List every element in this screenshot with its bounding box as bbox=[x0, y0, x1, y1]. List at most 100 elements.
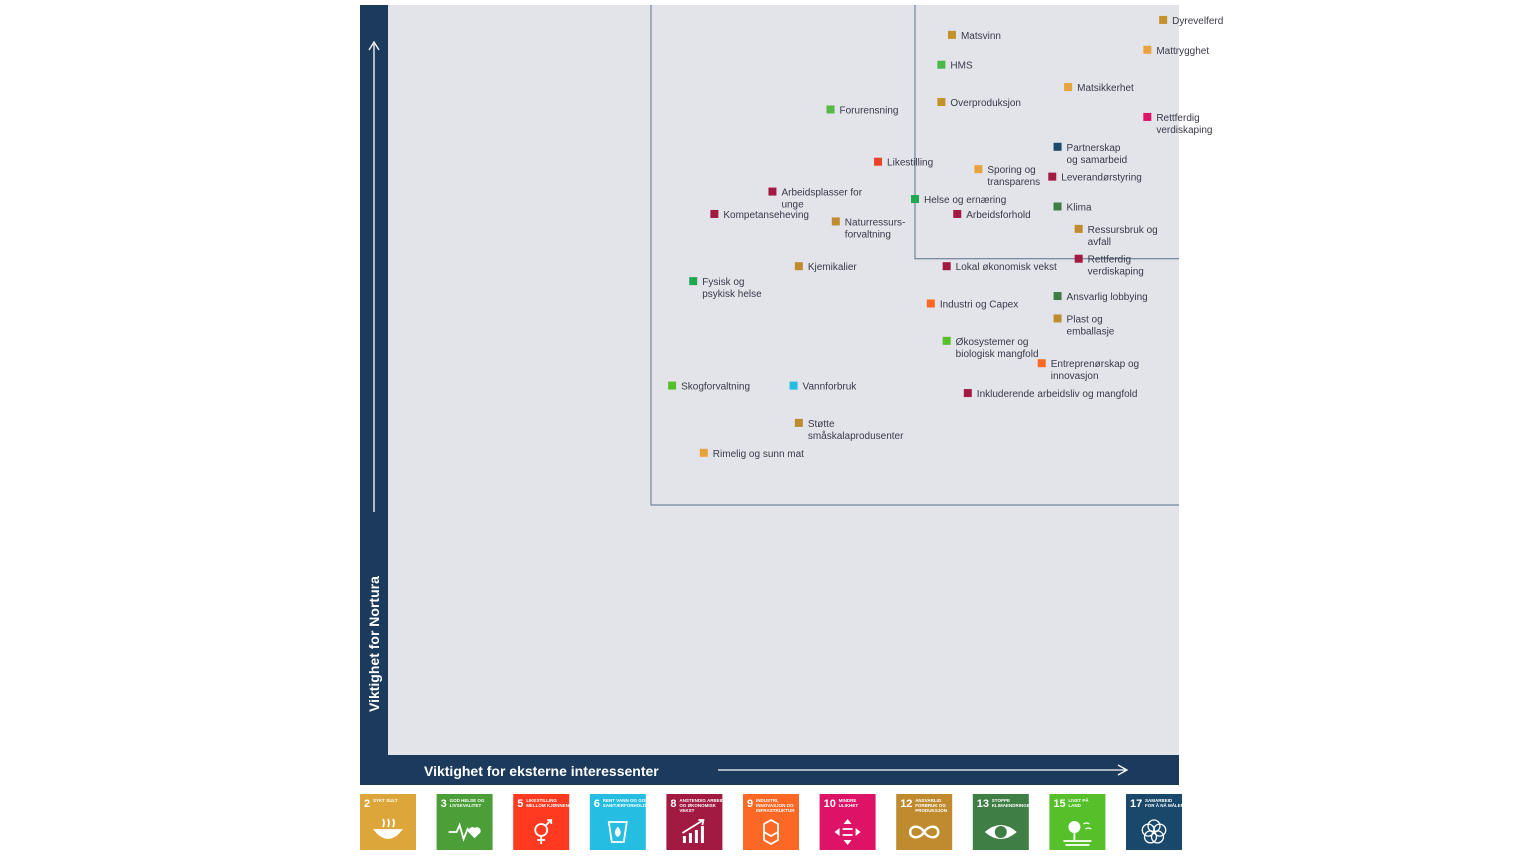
point-label: HMS bbox=[950, 61, 973, 72]
point-label: Klima bbox=[1067, 202, 1092, 213]
tree-icon bbox=[1063, 821, 1092, 846]
data-point: Overproduksjon bbox=[937, 98, 1021, 109]
point-marker bbox=[831, 217, 840, 226]
point-marker bbox=[1053, 142, 1062, 151]
data-point: Arbeidsforhold bbox=[953, 209, 1031, 221]
points-layer: Dyrevelferd Matsvinn Mattrygghet HMS Matsikk… bbox=[668, 15, 1223, 460]
point-label: og samarbeid bbox=[1067, 155, 1128, 166]
point-marker bbox=[789, 381, 798, 390]
point-label: Ressursbruk og bbox=[1088, 225, 1158, 236]
point-marker bbox=[794, 262, 803, 271]
point-marker bbox=[826, 105, 835, 114]
point-label: Arbeidsplasser for bbox=[781, 188, 862, 199]
sdg-tile bbox=[360, 794, 416, 850]
point-label: Rettferdig bbox=[1156, 113, 1199, 124]
point-label: innovasjon bbox=[1051, 371, 1099, 382]
sdg-title: LIVSKVALITET bbox=[450, 803, 482, 808]
sdg-number: 6 bbox=[594, 798, 600, 810]
sdg-number: 5 bbox=[517, 798, 523, 810]
sdg-tile bbox=[436, 794, 493, 850]
point-label: psykisk helse bbox=[702, 289, 762, 300]
point-label: Naturressurs- bbox=[845, 217, 906, 228]
point-label: emballasje bbox=[1067, 326, 1115, 337]
x-axis-title: Viktighet for eksterne interessenter bbox=[424, 763, 659, 779]
sdg-goal-2: 2 SYKT SULT bbox=[360, 794, 416, 850]
point-marker bbox=[1053, 202, 1062, 211]
point-label: biologisk mangfold bbox=[956, 349, 1039, 360]
sdg-title: FOR Å NÅ MÅLENE bbox=[1145, 802, 1187, 808]
data-point: Kjemikalier bbox=[794, 262, 858, 273]
point-label: avfall bbox=[1088, 237, 1111, 248]
point-marker bbox=[937, 60, 946, 69]
sdg-number: 17 bbox=[1130, 798, 1142, 810]
sdg-title: STOPPE bbox=[992, 798, 1010, 803]
data-point: Mattrygghet bbox=[1143, 45, 1209, 57]
data-point: Skogforvaltning bbox=[668, 381, 750, 393]
point-marker bbox=[768, 187, 777, 196]
point-label: Kompetanseheving bbox=[723, 210, 809, 221]
point-marker bbox=[710, 209, 719, 218]
data-point: Inkluderende arbeidsliv og mangfold bbox=[963, 389, 1137, 400]
sdg-number: 2 bbox=[364, 798, 370, 810]
sdg-tile bbox=[743, 794, 799, 850]
axes-layer: Viktighet for eksterne interessenter Vik… bbox=[366, 40, 1129, 779]
y-axis-arrowhead bbox=[368, 40, 380, 51]
sdg-number: 13 bbox=[977, 798, 989, 810]
point-marker bbox=[668, 381, 677, 390]
point-marker bbox=[953, 209, 962, 218]
sdg-tile bbox=[666, 794, 723, 850]
point-marker bbox=[1037, 359, 1046, 368]
data-point: Leverandørstyring bbox=[1048, 172, 1142, 184]
sdg-title: INFRASTRUKTUR bbox=[756, 808, 795, 813]
point-label: Kjemikalier bbox=[808, 262, 858, 273]
sdg-tile bbox=[896, 794, 953, 850]
sdg-title: GOD HELSE OG bbox=[450, 798, 485, 803]
sdg-title: SANITÆRFORHOLD bbox=[603, 803, 647, 808]
data-point: Helse og ernæring bbox=[911, 195, 1006, 206]
point-marker bbox=[699, 448, 708, 457]
data-point: Lokal økonomisk vekst bbox=[942, 262, 1057, 273]
data-point: Matsikkerhet bbox=[1064, 83, 1134, 94]
data-point: Matsvinn bbox=[947, 30, 1001, 42]
point-label: Ansvarlig lobbying bbox=[1067, 292, 1148, 303]
bowl-icon bbox=[373, 818, 403, 839]
point-label: Fysisk og bbox=[702, 277, 744, 288]
point-label: Plast og bbox=[1067, 314, 1103, 325]
sdg-title: INNOVASJON OG bbox=[756, 803, 794, 808]
point-label: Matsikkerhet bbox=[1077, 83, 1134, 94]
sdg-title: ANSVARLIG bbox=[915, 798, 942, 803]
quadrant-layer bbox=[650, 5, 1179, 506]
growth-chart-icon bbox=[681, 819, 705, 843]
point-marker bbox=[1074, 224, 1083, 233]
point-marker bbox=[794, 418, 803, 427]
point-label: Overproduksjon bbox=[950, 98, 1021, 109]
point-label: Partnerskap bbox=[1067, 143, 1121, 154]
point-marker bbox=[947, 30, 956, 39]
equality-arrows-icon bbox=[834, 819, 861, 845]
data-point: Rimelig og sunn mat bbox=[699, 448, 804, 460]
point-marker bbox=[1048, 172, 1057, 181]
sdg-title: RENT VANN OG GODE bbox=[603, 798, 652, 803]
data-point: Forurensning bbox=[826, 105, 899, 116]
point-label: Støtte bbox=[808, 419, 835, 430]
point-label: Økosystemer og bbox=[956, 337, 1029, 348]
point-marker bbox=[1143, 112, 1152, 121]
point-label: Rimelig og sunn mat bbox=[713, 449, 804, 460]
point-marker bbox=[974, 165, 983, 174]
point-label: Dyrevelferd bbox=[1172, 16, 1223, 27]
point-label: unge bbox=[781, 200, 804, 211]
point-label: Forurensning bbox=[840, 105, 899, 116]
sdg-title: ULIKHET bbox=[839, 803, 859, 808]
data-point: Dyrevelferd bbox=[1159, 15, 1223, 27]
sdg-title: OG ØKONOMISK bbox=[679, 803, 716, 808]
